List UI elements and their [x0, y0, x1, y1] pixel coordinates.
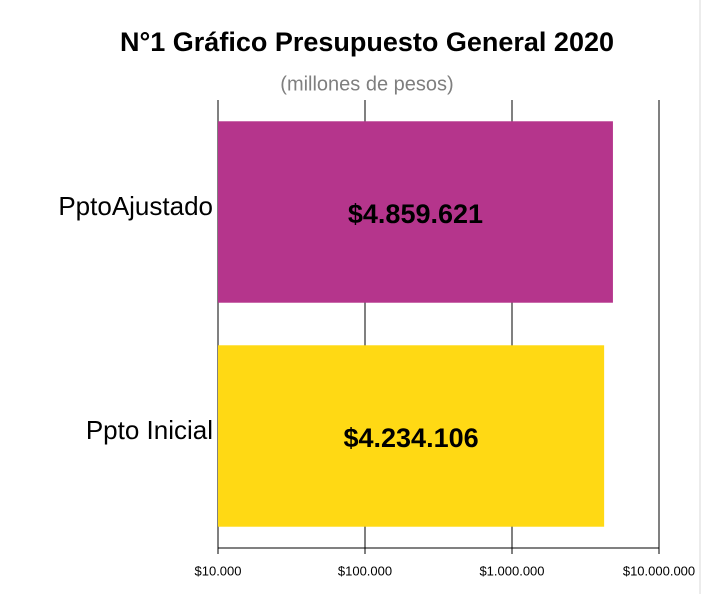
- category-label: PptoAjustado: [58, 191, 213, 221]
- bar: [218, 345, 605, 527]
- value-label: $4.234.106: [343, 423, 478, 453]
- x-tick-label: $10.000.000: [623, 563, 695, 578]
- chart-title: N°1 Gráfico Presupuesto General 2020: [120, 27, 614, 57]
- category-label: Ppto Inicial: [86, 415, 213, 445]
- value-label: $4.859.621: [348, 199, 483, 229]
- x-tick-label: $1.000.000: [479, 563, 544, 578]
- x-tick-label: $10.000: [195, 563, 242, 578]
- x-tick-label: $100.000: [338, 563, 392, 578]
- chart-subtitle: (millones de pesos): [280, 73, 453, 95]
- bar: [218, 121, 613, 303]
